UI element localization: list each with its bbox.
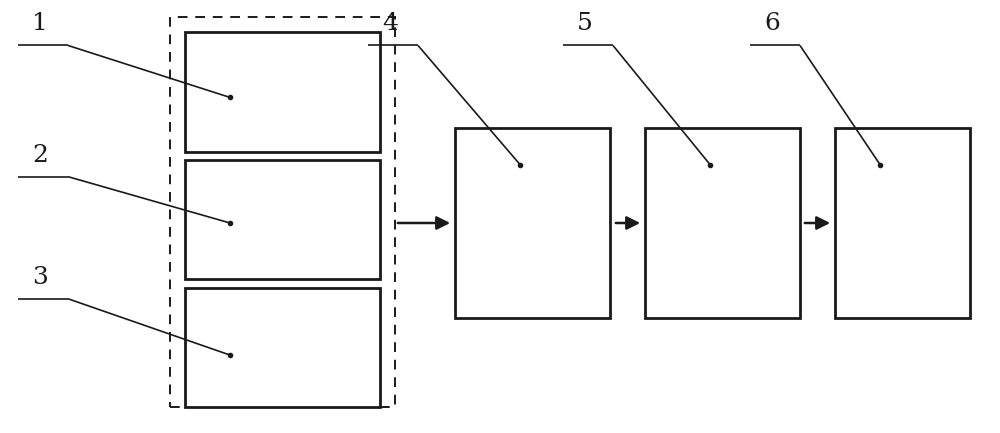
Bar xyxy=(185,288,380,407)
Text: 4: 4 xyxy=(382,12,398,36)
Bar xyxy=(455,128,610,318)
Bar xyxy=(185,160,380,279)
Bar xyxy=(645,128,800,318)
Text: 2: 2 xyxy=(32,144,48,168)
Text: 1: 1 xyxy=(32,12,48,36)
Text: 3: 3 xyxy=(32,265,48,289)
Bar xyxy=(170,17,395,407)
Text: 5: 5 xyxy=(577,12,593,36)
Text: 6: 6 xyxy=(764,12,780,36)
Bar xyxy=(835,128,970,318)
Bar xyxy=(185,32,380,152)
